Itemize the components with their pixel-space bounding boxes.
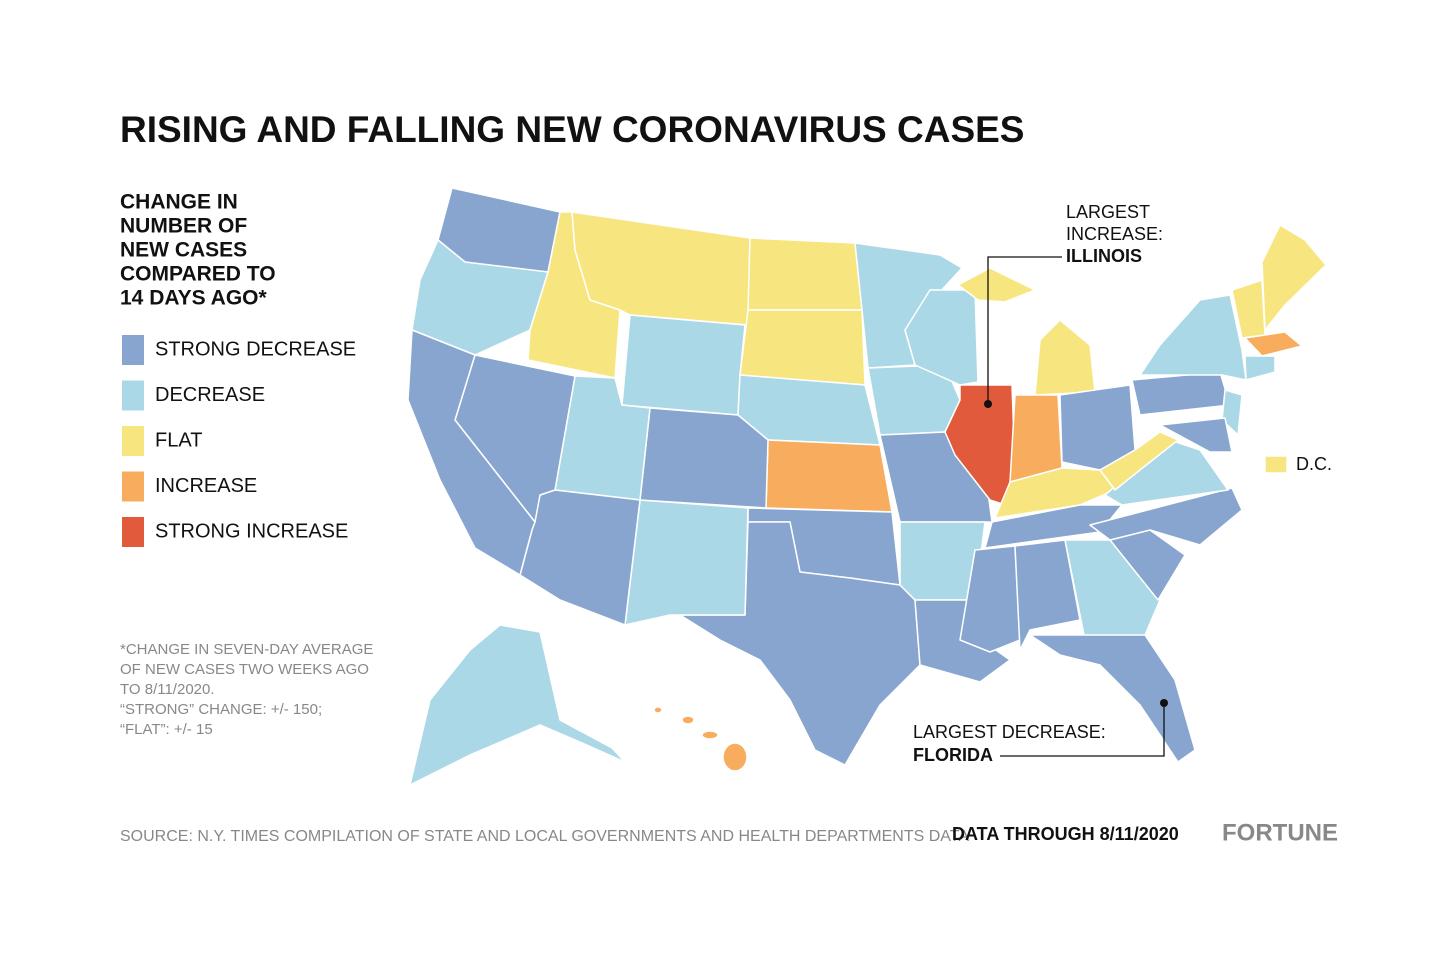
state <box>621 314 746 416</box>
state <box>681 715 695 725</box>
state <box>624 499 749 626</box>
leader-dot <box>984 400 992 408</box>
annotation: INCREASE: <box>1066 224 1163 244</box>
legend-label: INCREASE <box>155 475 257 497</box>
leader-line <box>1000 703 1165 757</box>
legend-title: 14 DAYS AGO* <box>120 287 267 310</box>
state <box>904 289 979 386</box>
state <box>1221 389 1243 436</box>
source: SOURCE: N.Y. TIMES COMPILATION OF STATE … <box>120 828 969 845</box>
footnote: OF NEW CASES TWO WEEKS AGO <box>120 661 369 678</box>
footnote: “STRONG” CHANGE: +/- 150; <box>120 701 322 718</box>
dc-label: D.C. <box>1296 454 1332 474</box>
state <box>407 329 536 576</box>
brand: FORTUNE <box>1222 819 1338 846</box>
legend-swatch <box>122 426 144 456</box>
state <box>701 730 719 740</box>
state <box>957 267 1036 303</box>
legend-swatch <box>122 517 144 547</box>
state <box>411 239 549 356</box>
legend-swatch <box>122 471 144 502</box>
legend-title: NEW CASES <box>120 239 247 262</box>
leader-dot <box>1160 699 1168 707</box>
legend-swatch <box>122 335 144 365</box>
state <box>747 237 863 311</box>
footnote: TO 8/11/2020. <box>120 681 215 698</box>
legend-label: DECREASE <box>155 384 265 406</box>
legend-title: NUMBER OF <box>120 215 247 238</box>
legend-swatch <box>122 380 144 411</box>
state <box>1131 371 1231 416</box>
state <box>1009 394 1063 483</box>
leader-line <box>987 256 1062 404</box>
state <box>1261 224 1327 331</box>
state <box>409 624 626 786</box>
state <box>1014 539 1081 651</box>
legend-title: CHANGE IN <box>120 191 238 214</box>
footnote: “FLAT”: +/- 15 <box>120 721 213 738</box>
us-map <box>407 187 1327 786</box>
legend-label: FLAT <box>155 429 202 451</box>
state <box>1089 487 1243 546</box>
state <box>739 309 866 386</box>
annotation: LARGEST <box>1066 202 1150 222</box>
state <box>959 545 1021 653</box>
state <box>653 706 663 714</box>
state <box>519 489 641 626</box>
state <box>984 504 1123 549</box>
state <box>1064 539 1161 641</box>
state <box>1244 331 1303 357</box>
state <box>1034 319 1096 396</box>
title: RISING AND FALLING NEW CORONAVIRUS CASES <box>120 109 1024 150</box>
state <box>765 439 893 513</box>
footnote: *CHANGE IN SEVEN-DAY AVERAGE <box>120 641 373 658</box>
state <box>1139 294 1247 381</box>
state <box>1264 455 1288 474</box>
data-through: DATA THROUGH 8/11/2020 <box>952 824 1179 844</box>
state <box>1099 431 1179 491</box>
annotation: ILLINOIS <box>1066 246 1142 266</box>
legend-title: COMPARED TO <box>120 263 276 286</box>
state <box>944 384 1016 506</box>
annotation: LARGEST DECREASE: <box>913 722 1106 742</box>
state <box>722 742 748 772</box>
state <box>1029 634 1196 763</box>
state <box>679 521 921 766</box>
state <box>1159 417 1233 453</box>
legend-label: STRONG DECREASE <box>155 338 356 360</box>
state <box>1244 355 1276 381</box>
annotation: FLORIDA <box>913 745 993 765</box>
legend-label: STRONG INCREASE <box>155 520 348 542</box>
